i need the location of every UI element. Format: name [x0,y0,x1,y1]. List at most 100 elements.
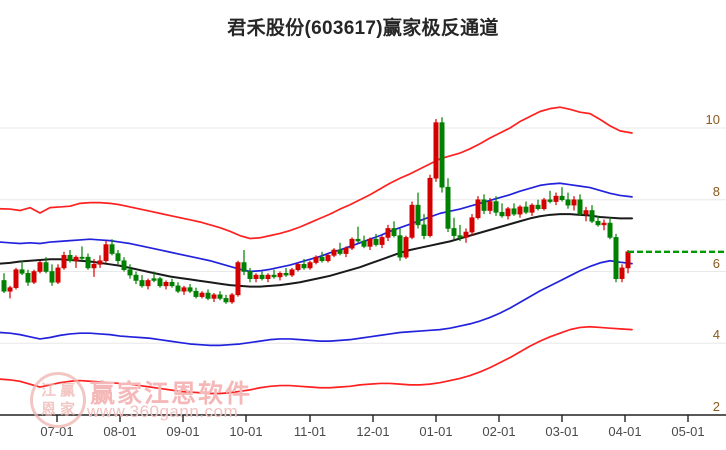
candle-body [19,269,25,274]
candle-body [295,264,301,271]
candle-body [139,280,145,287]
candle-body [79,256,85,259]
candle-body [13,269,19,288]
chart-plot-area[interactable] [0,60,726,450]
candle-body [505,208,511,217]
candle-body [415,204,421,226]
candlestick-series [1,117,631,304]
candle-body [313,256,319,263]
x-tick-label: 09-01 [166,424,200,439]
candle-body [379,237,385,245]
candle-body [241,262,247,272]
candle-body [589,210,595,222]
candle-body [475,199,481,218]
candle-body [217,294,223,299]
candle-body [403,237,409,258]
candle-body [121,260,127,271]
candle-body [493,201,499,213]
candle-body [253,274,259,279]
candle-body [319,256,325,262]
candle-body [67,255,73,262]
candle-body [169,281,175,287]
candle-body [331,249,337,256]
candle-body [115,253,121,262]
candle-body [559,195,565,201]
candle-body [289,269,295,276]
candle-body [55,267,61,283]
x-tick-label: 04-01 [608,424,642,439]
candle-body [541,199,547,210]
candle-body [451,228,457,236]
candle-body [85,256,91,269]
candle-body [223,298,229,303]
candle-body [517,206,523,215]
candle-body [499,212,505,217]
candle-body [181,287,187,292]
candle-body [271,274,277,278]
candle-body [571,199,577,206]
candle-body [397,235,403,258]
candle-body [127,269,133,276]
x-tick-label: 12-01 [356,424,390,439]
candle-body [565,199,571,206]
candle-body [409,204,415,238]
candle-body [247,271,253,279]
candle-body [205,292,211,299]
candle-body [613,237,619,279]
candle-body [97,260,103,265]
candle-body [421,224,427,236]
candle-body [355,238,361,242]
candle-body [1,280,7,292]
candle-body [103,244,109,262]
candle-body [547,199,553,202]
x-tick-label: 07-01 [40,424,74,439]
y-tick-label: 6 [712,255,720,271]
candle-body [109,244,115,254]
candle-body [343,247,349,254]
candle-body [157,278,163,287]
candle-body [187,287,193,292]
candle-body [511,208,517,215]
candle-body [385,228,391,238]
candle-body [145,280,151,287]
candle-body [457,235,463,238]
candle-body [367,238,373,247]
candle-body [91,264,97,269]
candle-body [61,255,67,269]
candle-body [25,272,31,283]
x-tick-label: 02-01 [482,424,516,439]
series-outer-lower-band [0,325,633,395]
candle-body [229,294,235,303]
candle-body [301,264,307,269]
candle-body [265,274,271,279]
chart-svg [0,106,726,422]
candle-body [337,249,343,254]
candle-body [235,262,241,296]
candle-body [433,122,439,179]
candle-body [607,222,613,238]
candle-body [427,177,433,236]
candle-body [439,122,445,188]
candle-body [211,294,217,299]
x-tick-label: 10-01 [229,424,263,439]
candle-body [49,271,55,283]
y-tick-label: 2 [712,399,720,414]
x-tick-label: 11-01 [293,424,327,439]
candle-body [619,267,625,279]
band-series [0,106,633,395]
candle-body [625,251,631,269]
candle-body [37,262,43,272]
candle-body [7,287,13,292]
candle-body [31,271,37,283]
candle-body [73,256,79,262]
candle-body [463,231,469,238]
x-tick-label: 01-01 [419,424,453,439]
candle-body [361,240,367,247]
y-tick-label: 4 [712,327,720,343]
candle-body [259,274,265,279]
series-mid-line [0,213,633,288]
x-tick-label: 03-01 [545,424,579,439]
candle-body [349,238,355,249]
candle-body [43,262,49,272]
